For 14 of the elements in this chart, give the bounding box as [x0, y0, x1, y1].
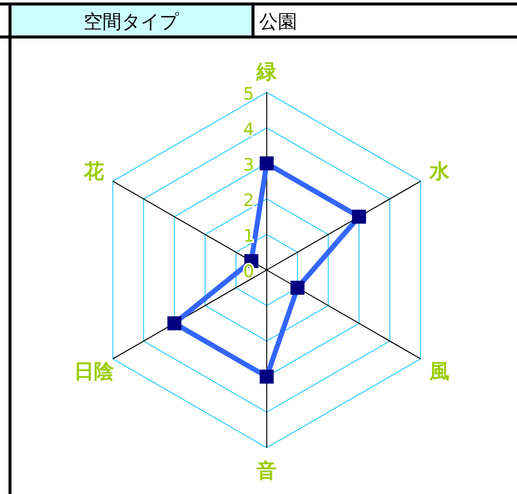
spoke-label: 音: [256, 458, 277, 483]
spoke-label: 緑: [256, 59, 278, 84]
y-tick-label: 4: [243, 120, 254, 140]
spoke-label: 風: [428, 358, 450, 383]
chart-title: 空間タイプ: [84, 11, 180, 33]
y-tick-label: 0: [243, 262, 254, 282]
y-tick-label: 2: [243, 190, 254, 211]
chart-subtitle: 公園: [259, 11, 297, 33]
spoke-label: 水: [428, 159, 451, 184]
y-tick-label: 1: [243, 226, 254, 246]
spoke-label: 花: [82, 159, 105, 184]
spoke-label: 日陰: [74, 358, 115, 383]
y-tick-label: 5: [243, 84, 254, 104]
y-tick-label: 3: [243, 155, 254, 176]
